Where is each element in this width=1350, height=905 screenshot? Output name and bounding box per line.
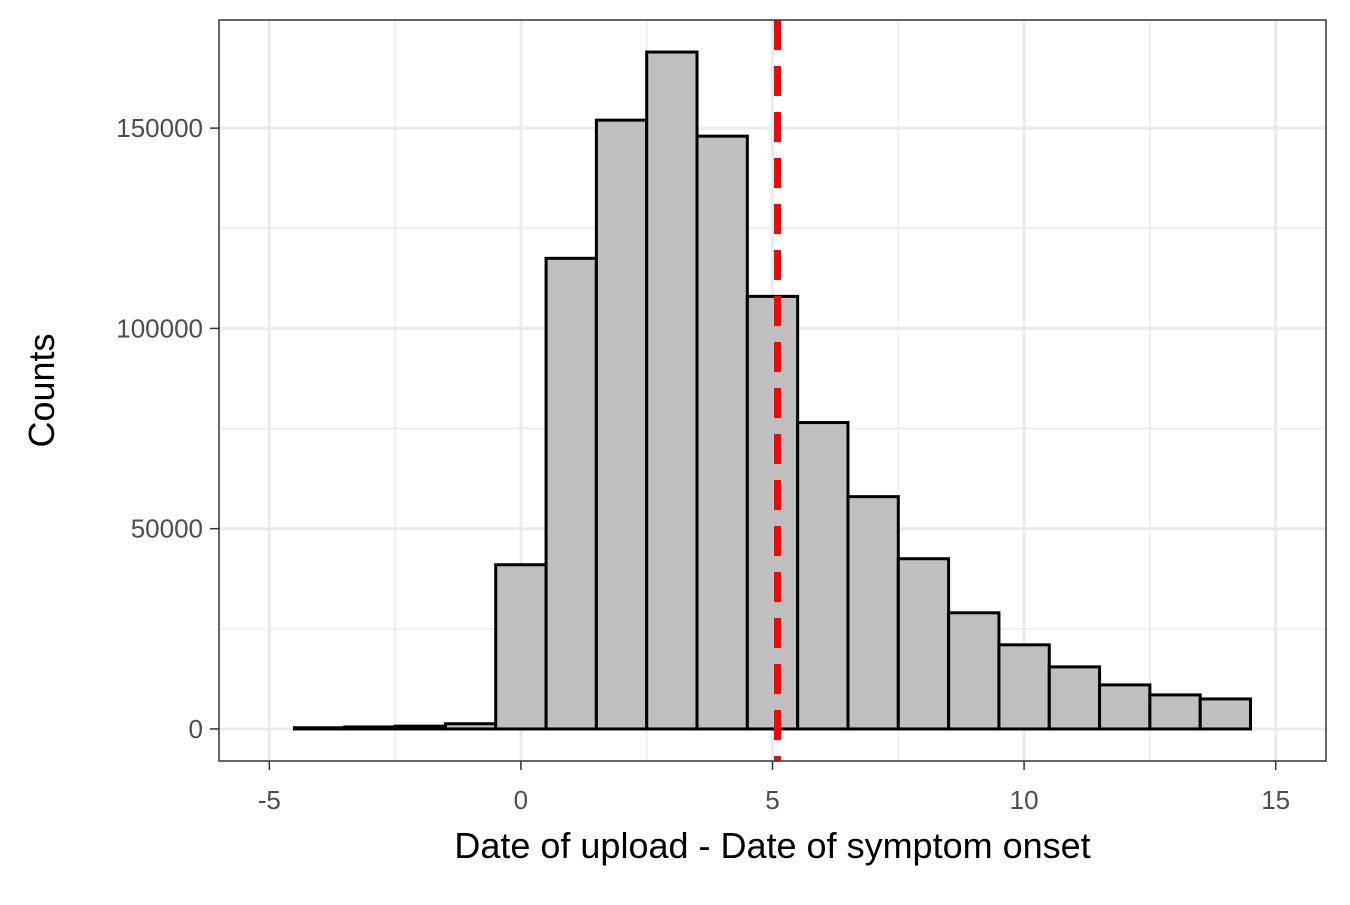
x-tick-label: 10 bbox=[1010, 785, 1039, 815]
histogram-bar bbox=[292, 726, 347, 731]
x-tick-label: -5 bbox=[258, 785, 281, 815]
histogram-bar bbox=[695, 134, 749, 731]
histogram-bar bbox=[393, 724, 447, 731]
y-axis-title: Counts bbox=[21, 333, 62, 447]
histogram-bar bbox=[1198, 697, 1253, 731]
histogram-bar bbox=[846, 495, 900, 731]
x-tick-label: 15 bbox=[1261, 785, 1290, 815]
y-tick-label: 100000 bbox=[116, 313, 203, 343]
x-tick-label: 5 bbox=[765, 785, 779, 815]
histogram-bar bbox=[1098, 683, 1152, 731]
histogram-bar bbox=[594, 118, 649, 731]
histogram-bar bbox=[494, 563, 548, 731]
histogram-bar bbox=[1148, 693, 1202, 731]
y-tick-label: 50000 bbox=[131, 514, 203, 544]
y-tick-label: 0 bbox=[189, 714, 203, 744]
y-tick-label: 150000 bbox=[116, 113, 203, 143]
x-axis-title: Date of upload - Date of symptom onset bbox=[454, 825, 1090, 866]
histogram-bars bbox=[292, 50, 1253, 731]
histogram-bar bbox=[1047, 665, 1102, 731]
histogram-bar bbox=[544, 256, 598, 731]
axis-tick-labels: -5 0 5 10 15 0 50000 100000 150000 bbox=[116, 113, 1290, 815]
histogram-bar bbox=[645, 50, 699, 731]
histogram-bar bbox=[443, 722, 498, 731]
histogram-bar bbox=[997, 643, 1051, 731]
histogram-bar bbox=[745, 294, 800, 731]
axis-ticks bbox=[210, 127, 1277, 770]
histogram-bar bbox=[947, 611, 1001, 731]
histogram-bar bbox=[896, 557, 951, 731]
histogram-bar bbox=[343, 725, 397, 731]
x-tick-label: 0 bbox=[514, 785, 528, 815]
histogram-bar bbox=[796, 421, 850, 731]
